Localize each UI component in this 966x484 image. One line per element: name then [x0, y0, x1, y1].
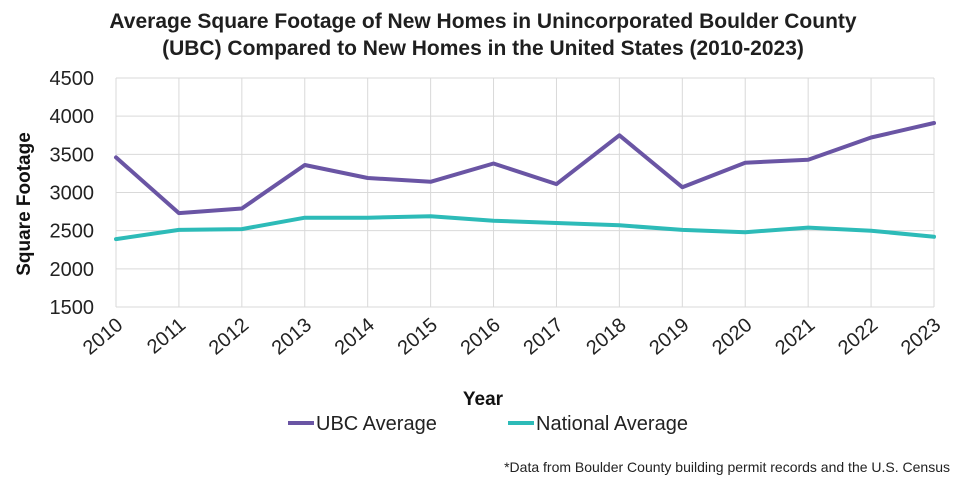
x-tick-label: 2020: [708, 314, 756, 359]
x-tick-label: 2017: [519, 314, 567, 359]
x-tick-label: 2018: [582, 314, 630, 359]
y-tick-label: 4000: [50, 106, 95, 128]
x-tick-label: 2014: [331, 314, 379, 359]
series-lines: [114, 121, 936, 242]
x-tick-label: 2013: [268, 314, 316, 359]
x-tick-label: 2019: [645, 314, 693, 359]
y-tick-label: 3500: [50, 144, 95, 166]
x-tick-label: 2021: [771, 314, 819, 359]
x-tick-label: 2023: [897, 314, 945, 359]
x-tick-label: 2016: [457, 314, 505, 359]
y-tick-label: 4500: [50, 68, 95, 90]
legend: UBC Average National Average: [288, 413, 688, 435]
x-axis-ticks: 2010 2011 2012 2013 2014 2015 2016 2017 2018 2019…: [79, 314, 945, 359]
y-axis-ticks: 1500 2000 2500 3000 3500 4000 4500: [50, 68, 95, 319]
y-tick-label: 2500: [50, 221, 95, 243]
x-tick-label: 2011: [143, 314, 190, 359]
x-tick-label: 2010: [79, 314, 127, 359]
legend-label-ubc: UBC Average: [316, 413, 437, 435]
x-tick-label: 2022: [834, 314, 882, 359]
gridlines: [115, 77, 935, 308]
chart-title-line-2: (UBC) Compared to New Homes in the Unite…: [162, 37, 804, 60]
chart-title-line-1: Average Square Footage of New Homes in U…: [109, 10, 856, 33]
y-tick-label: 1500: [50, 297, 95, 319]
series-line-national-average: [114, 214, 936, 242]
y-axis-title: Square Footage: [14, 132, 35, 276]
series-line-ubc-average: [114, 121, 936, 216]
y-tick-label: 2000: [50, 259, 95, 281]
y-tick-label: 3000: [50, 183, 95, 205]
legend-label-national: National Average: [536, 413, 688, 435]
x-tick-label: 2015: [394, 314, 442, 359]
x-axis-title: Year: [463, 389, 504, 410]
footnote: *Data from Boulder County building permi…: [504, 459, 950, 475]
x-tick-label: 2012: [205, 314, 253, 359]
